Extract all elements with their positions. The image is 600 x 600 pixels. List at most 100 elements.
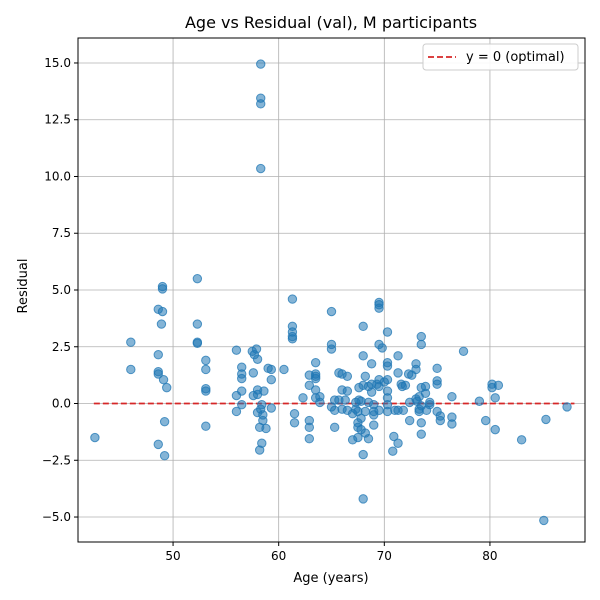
data-point: [363, 434, 374, 444]
data-point: [369, 420, 379, 430]
data-point: [366, 359, 377, 369]
y-tick-label: 5.0: [52, 283, 71, 297]
data-point: [252, 354, 263, 364]
data-point: [539, 515, 549, 526]
y-tick-label: 15.0: [44, 56, 71, 70]
data-point: [201, 364, 211, 375]
data-point: [157, 306, 168, 317]
data-point: [360, 371, 370, 381]
data-point: [126, 337, 136, 347]
data-point: [416, 331, 426, 342]
data-point: [90, 432, 100, 443]
legend-box: [422, 43, 579, 71]
data-point: [425, 399, 435, 410]
data-point: [400, 380, 411, 391]
data-point: [126, 364, 136, 375]
data-point: [201, 386, 211, 396]
data-point: [474, 396, 485, 406]
data-point: [398, 405, 409, 416]
data-point: [201, 421, 211, 431]
data-point: [231, 406, 242, 417]
y-axis-label: Residual: [16, 259, 31, 314]
data-point: [289, 418, 300, 428]
data-point: [382, 361, 393, 371]
data-point: [481, 415, 491, 426]
data-point: [192, 273, 203, 284]
data-point: [266, 364, 276, 375]
y-tick-label: 7.5: [52, 226, 71, 240]
y-tick-label: 2.5: [52, 340, 71, 354]
data-point: [237, 399, 247, 410]
data-point: [289, 409, 300, 419]
y-tick-label: 0.0: [52, 397, 71, 411]
data-point: [153, 350, 163, 360]
data-point: [256, 99, 266, 109]
y-tick-label: −2.5: [42, 453, 71, 467]
data-points: [90, 59, 572, 526]
y-tick-label: 10.0: [44, 169, 71, 183]
data-point: [153, 439, 163, 450]
x-tick-label: 80: [482, 549, 497, 563]
data-point: [237, 373, 247, 384]
data-point: [304, 380, 315, 391]
data-point: [447, 419, 457, 429]
data-point: [162, 382, 172, 393]
data-point: [159, 416, 170, 427]
data-point: [404, 415, 415, 426]
data-point: [256, 59, 266, 69]
data-point: [342, 371, 353, 381]
data-point: [562, 402, 572, 412]
data-point: [374, 303, 384, 313]
chart-title: Age vs Residual (val), M participants: [185, 13, 477, 32]
data-point: [342, 386, 353, 396]
legend-label: y = 0 (optimal): [466, 50, 565, 65]
data-point: [256, 163, 266, 174]
data-point: [358, 449, 368, 460]
x-tick-label: 60: [271, 549, 286, 563]
data-point: [393, 351, 403, 361]
data-point: [432, 379, 442, 389]
data-point: [266, 374, 276, 385]
y-tick-label: −5.0: [42, 510, 71, 524]
data-point: [356, 413, 366, 423]
data-point: [237, 386, 247, 396]
data-point: [382, 327, 393, 337]
data-point: [158, 374, 169, 385]
data-point: [251, 344, 262, 354]
data-point: [159, 451, 170, 461]
data-point: [458, 346, 469, 356]
data-point: [157, 284, 168, 294]
data-point: [326, 306, 337, 317]
y-tick-label: 12.5: [44, 113, 71, 127]
data-point: [315, 397, 325, 408]
data-point: [298, 393, 308, 403]
x-tick-label: 70: [377, 549, 392, 563]
data-point: [257, 399, 267, 410]
legend: y = 0 (optimal): [422, 43, 579, 71]
data-point: [516, 435, 527, 445]
x-tick-label: 50: [165, 549, 180, 563]
data-point: [447, 392, 457, 402]
data-point: [329, 422, 340, 433]
data-point: [353, 432, 363, 443]
data-point: [393, 438, 403, 448]
data-point: [310, 357, 321, 368]
data-point: [156, 319, 167, 329]
data-point: [358, 494, 368, 504]
data-point: [420, 388, 431, 398]
data-point: [393, 368, 403, 378]
data-point: [153, 369, 163, 379]
data-point: [287, 294, 298, 304]
data-point: [248, 368, 259, 378]
data-point: [541, 414, 551, 425]
data-point: [257, 438, 267, 448]
data-point: [388, 446, 398, 456]
data-point: [340, 395, 350, 405]
data-point: [416, 339, 426, 350]
data-point: [358, 351, 368, 361]
data-point: [201, 355, 211, 366]
x-axis-label: Age (years): [293, 571, 368, 586]
axes: 50 60 70 80 −5.0 −2.5 0.0 2.5 5.0 7.5 10.0 12.5 15.0: [42, 37, 586, 563]
